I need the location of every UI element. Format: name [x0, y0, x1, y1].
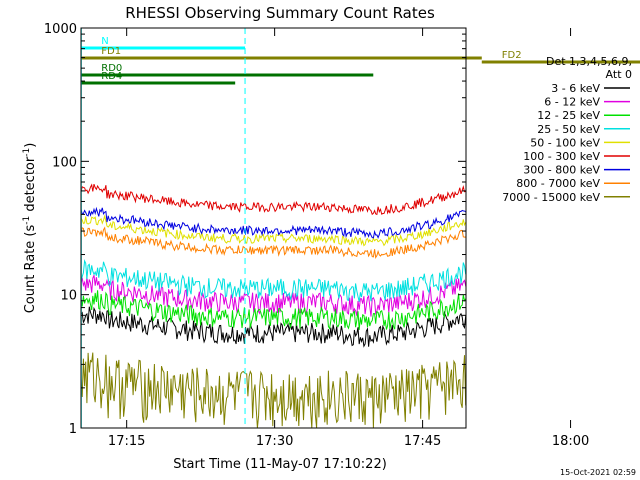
legend-entry-label: 7000 - 15000 keV — [502, 191, 600, 204]
legend-entry-label: 300 - 800 keV — [523, 164, 600, 177]
y-tick-label: 1000 — [44, 22, 77, 37]
legend-header-line-1: Det 1,3,4,5,6,9, — [546, 55, 632, 68]
y-tick-label: 100 — [52, 155, 77, 170]
series-line — [81, 290, 466, 330]
x-tick-label: 18:00 — [552, 434, 589, 449]
x-axis-label: Start Time (11-May-07 17:10:22) — [173, 457, 387, 472]
series-line — [81, 273, 466, 317]
chart-title: RHESSI Observing Summary Count Rates — [125, 4, 435, 22]
flag-label: N — [101, 36, 108, 47]
series-line — [81, 226, 466, 259]
legend-entry-label: 50 - 100 keV — [530, 136, 600, 149]
x-tick-label: 17:15 — [108, 434, 145, 449]
legend-entry-label: 100 - 300 keV — [523, 150, 600, 163]
y-tick-label: 1 — [69, 422, 77, 437]
flag-label: RD4 — [101, 71, 122, 82]
flag-label: FD2 — [502, 50, 522, 61]
legend-entry-label: 12 - 25 keV — [537, 109, 600, 122]
legend-entry-label: 25 - 50 keV — [537, 123, 600, 136]
legend-header-line-2: Att 0 — [606, 68, 632, 81]
series-line — [81, 214, 466, 247]
y-axis-label: Count Rate (s-1 detector-1) — [22, 143, 38, 314]
footer-timestamp: 15-Oct-2021 02:59 — [560, 468, 636, 477]
series-line — [81, 352, 466, 428]
y-tick-label: 10 — [60, 289, 77, 304]
plot-frame — [80, 27, 467, 429]
legend-entry-label: 800 - 7000 keV — [516, 177, 600, 190]
series-line — [81, 306, 466, 348]
flag-label: FD1 — [101, 46, 121, 57]
legend-entry-label: 6 - 12 keV — [544, 96, 600, 109]
x-tick-label: 17:30 — [256, 434, 293, 449]
legend-entry-label: 3 - 6 keV — [551, 82, 600, 95]
x-tick-label: 17:45 — [404, 434, 441, 449]
series-line — [81, 206, 466, 239]
flag-label: RD0 — [101, 63, 122, 74]
series-line — [81, 259, 466, 302]
axes-layer: 17:1517:3017:4518:0018:1518:3018:4511010… — [44, 22, 589, 449]
series-layer — [81, 183, 466, 428]
series-line — [81, 183, 466, 216]
